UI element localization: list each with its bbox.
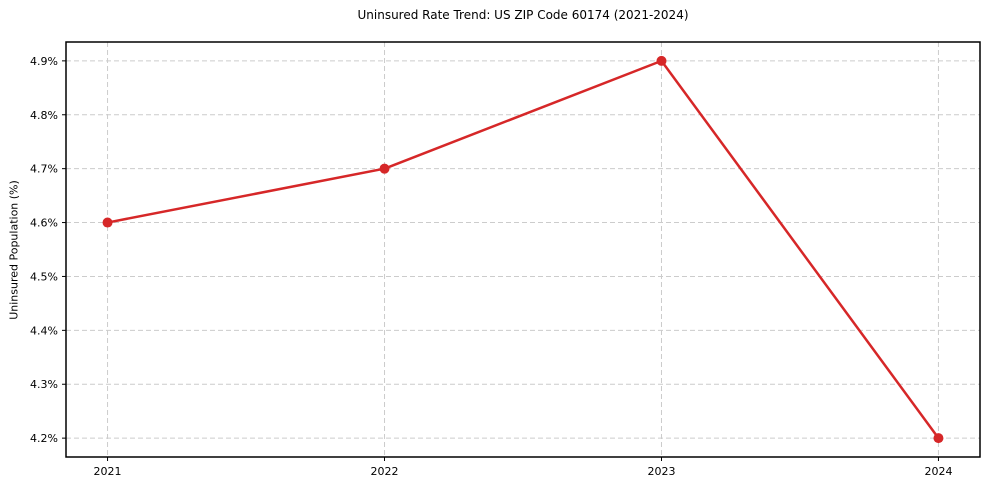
chart-title: Uninsured Rate Trend: US ZIP Code 60174 … <box>357 8 689 22</box>
y-tick-label: 4.9% <box>30 55 58 68</box>
y-tick-label: 4.2% <box>30 432 58 445</box>
y-tick-label: 4.7% <box>30 163 58 176</box>
plot-border <box>65 41 981 458</box>
x-tick-label: 2024 <box>924 465 952 478</box>
y-tick-label: 4.4% <box>30 324 58 337</box>
data-point <box>933 433 944 444</box>
data-point <box>102 217 113 228</box>
y-tick-label: 4.6% <box>30 217 58 230</box>
trend-line <box>106 59 940 440</box>
x-tick-label: 2022 <box>371 465 399 478</box>
y-tick-label: 4.5% <box>30 270 58 283</box>
data-point <box>656 55 667 66</box>
y-tick-label: 4.3% <box>30 378 58 391</box>
y-tick-label: 4.8% <box>30 109 58 122</box>
x-tick-label: 2021 <box>94 465 122 478</box>
data-point <box>379 163 390 174</box>
x-tick-label: 2023 <box>647 465 675 478</box>
